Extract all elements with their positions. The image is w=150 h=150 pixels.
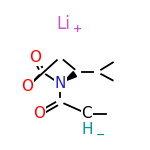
Text: Li: Li [56, 15, 70, 33]
Text: H: H [81, 123, 93, 138]
Text: −: − [96, 129, 105, 140]
Text: N: N [54, 76, 66, 91]
Text: O: O [33, 106, 45, 121]
Text: O: O [29, 50, 41, 65]
Text: C: C [82, 106, 92, 121]
Text: +: + [73, 24, 83, 34]
Text: O: O [21, 79, 33, 94]
Polygon shape [64, 72, 76, 81]
